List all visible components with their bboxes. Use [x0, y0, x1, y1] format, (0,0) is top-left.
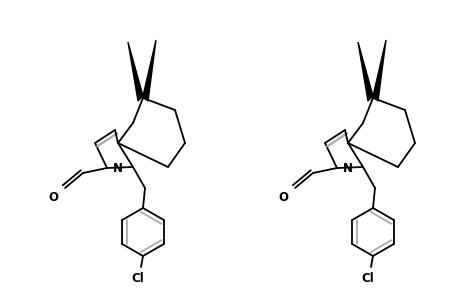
Text: O: O — [48, 191, 58, 204]
Text: N: N — [113, 161, 123, 175]
Text: Cl: Cl — [361, 272, 374, 285]
Polygon shape — [357, 42, 372, 101]
Polygon shape — [128, 42, 143, 101]
Text: O: O — [277, 191, 287, 204]
Polygon shape — [372, 40, 385, 101]
Polygon shape — [143, 40, 156, 101]
Text: Cl: Cl — [131, 272, 144, 285]
Text: N: N — [342, 161, 352, 175]
